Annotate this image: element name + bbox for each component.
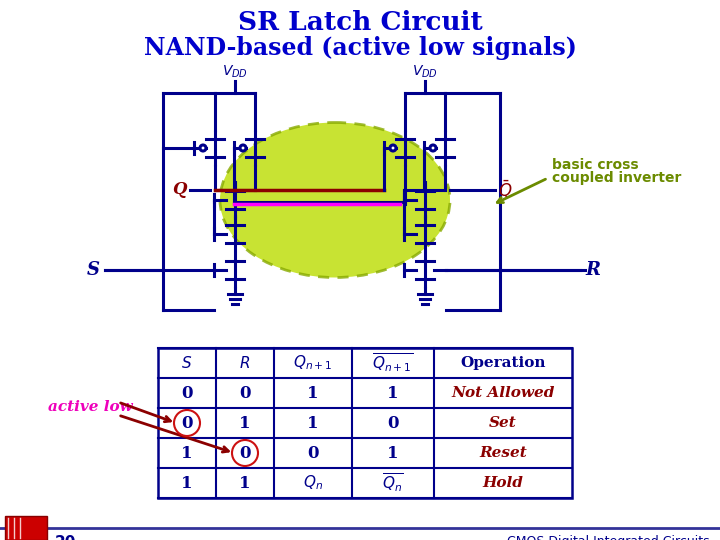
Ellipse shape (220, 123, 450, 278)
Text: 0: 0 (307, 444, 319, 462)
FancyBboxPatch shape (5, 516, 47, 540)
Text: Not Allowed: Not Allowed (451, 386, 554, 400)
Text: active low: active low (48, 400, 132, 414)
Text: 1: 1 (181, 475, 193, 491)
Text: 1: 1 (387, 384, 399, 402)
Text: 1: 1 (239, 475, 251, 491)
Text: 0: 0 (239, 384, 251, 402)
Text: $\bar{Q}$: $\bar{Q}$ (498, 179, 513, 201)
Text: 0: 0 (181, 415, 193, 431)
Text: 0: 0 (181, 384, 193, 402)
Text: R: R (585, 261, 600, 279)
Circle shape (390, 145, 396, 151)
Text: $V_{DD}$: $V_{DD}$ (412, 64, 438, 80)
Text: NAND-based (active low signals): NAND-based (active low signals) (143, 36, 577, 60)
Text: 0: 0 (239, 444, 251, 462)
Text: $V_{DD}$: $V_{DD}$ (222, 64, 248, 80)
Text: 20: 20 (55, 535, 76, 540)
Circle shape (232, 440, 258, 466)
Text: Reset: Reset (479, 446, 527, 460)
Text: $Q_{n+1}$: $Q_{n+1}$ (293, 354, 333, 373)
Circle shape (430, 145, 436, 151)
Text: Operation: Operation (460, 356, 546, 370)
Circle shape (174, 410, 200, 436)
Text: 1: 1 (239, 415, 251, 431)
Text: $Q_n$: $Q_n$ (303, 474, 323, 492)
Text: 1: 1 (387, 444, 399, 462)
Text: $\overline{Q_n}$: $\overline{Q_n}$ (382, 471, 404, 495)
Text: S: S (87, 261, 100, 279)
Text: $\overline{Q_{n+1}}$: $\overline{Q_{n+1}}$ (372, 352, 413, 374)
Text: basic cross: basic cross (552, 158, 639, 172)
Text: coupled inverter: coupled inverter (552, 171, 681, 185)
Text: 0: 0 (387, 415, 399, 431)
Text: 1: 1 (307, 384, 319, 402)
Text: CMOS Digital Integrated Circuits: CMOS Digital Integrated Circuits (508, 535, 710, 540)
Text: 0: 0 (239, 444, 251, 462)
Text: Q: Q (173, 181, 187, 199)
Text: 0: 0 (181, 415, 193, 431)
Text: $R$: $R$ (240, 355, 251, 371)
Text: Set: Set (489, 416, 517, 430)
Text: 1: 1 (307, 415, 319, 431)
Bar (158, 348, 572, 498)
Text: $S$: $S$ (181, 355, 193, 371)
Circle shape (200, 145, 206, 151)
Circle shape (240, 145, 246, 151)
Text: Hold: Hold (482, 476, 523, 490)
Text: SR Latch Circuit: SR Latch Circuit (238, 10, 482, 35)
Text: 1: 1 (181, 444, 193, 462)
